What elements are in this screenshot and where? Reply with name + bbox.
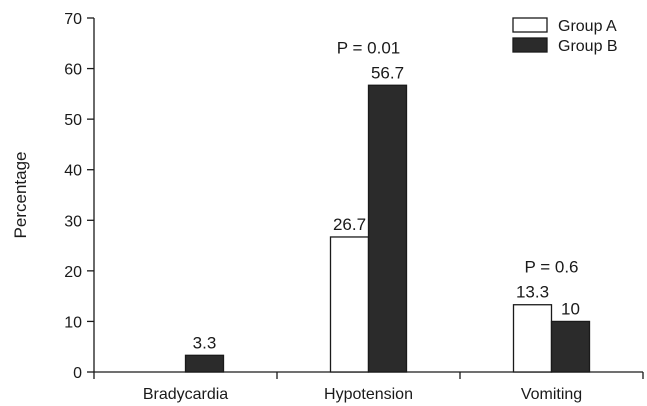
data-label: 10 xyxy=(561,299,580,318)
data-label: 3.3 xyxy=(193,333,217,352)
y-tick-label: 0 xyxy=(73,365,82,382)
y-axis-title: Percentage xyxy=(11,152,30,239)
bar xyxy=(186,355,224,372)
data-label: 13.3 xyxy=(516,283,549,302)
legend-swatch xyxy=(513,18,547,32)
y-tick-label: 20 xyxy=(64,264,82,281)
y-tick-label: 10 xyxy=(64,314,82,331)
bar xyxy=(514,305,552,372)
bar xyxy=(331,237,369,372)
y-tick-label: 70 xyxy=(64,11,82,28)
bar xyxy=(369,85,407,372)
legend-label: Group A xyxy=(558,18,617,35)
legend-swatch xyxy=(513,38,547,52)
x-tick-label: Hypotension xyxy=(324,386,413,403)
data-label: 56.7 xyxy=(371,63,404,82)
y-tick-label: 40 xyxy=(64,163,82,180)
y-axis-ticks: 0 10 20 30 40 50 60 70 xyxy=(64,11,94,382)
x-axis-ticks: Bradycardia Hypotension Vomiting xyxy=(94,372,643,403)
x-tick-label: Bradycardia xyxy=(143,386,228,403)
bar-series xyxy=(186,85,590,372)
x-tick-label: Vomiting xyxy=(521,386,582,403)
legend-label: Group B xyxy=(558,38,618,55)
legend: Group A Group B xyxy=(513,18,618,55)
p-value-annotation: P = 0.6 xyxy=(524,258,578,277)
y-tick-label: 30 xyxy=(64,213,82,230)
data-label: 26.7 xyxy=(333,215,366,234)
y-tick-label: 60 xyxy=(64,62,82,79)
p-value-annotation: P = 0.01 xyxy=(337,38,401,57)
bar xyxy=(552,321,590,372)
y-tick-label: 50 xyxy=(64,112,82,129)
